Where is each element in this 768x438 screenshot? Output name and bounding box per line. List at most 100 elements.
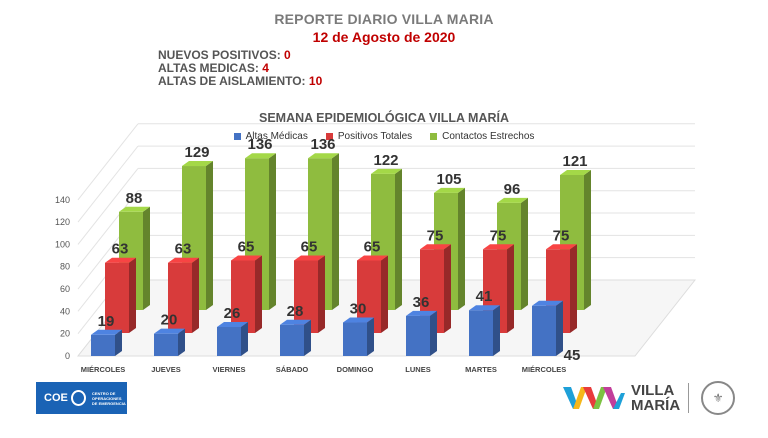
- bar-side-face: [458, 187, 465, 310]
- x-tick-label: SÁBADO: [276, 365, 309, 374]
- bar-top-face: [245, 153, 276, 159]
- bar-side-face: [129, 257, 136, 333]
- bar-top-face: [420, 244, 451, 250]
- report-date: 12 de Agosto de 2020: [312, 29, 456, 45]
- stat-new-positives: NUEVOS POSITIVOS: 0: [158, 48, 291, 62]
- y-tick-label: 100: [55, 239, 70, 249]
- data-label: 63: [175, 241, 192, 258]
- data-label: 96: [504, 181, 521, 198]
- bar-side-face: [192, 257, 199, 333]
- report-title: REPORTE DIARIO VILLA MARIA: [274, 11, 494, 27]
- data-label: 45: [564, 347, 581, 364]
- bar-top-face: [560, 169, 591, 175]
- legend-item-contactos: Contactos Estrechos: [430, 131, 534, 142]
- bar-side-face: [178, 328, 185, 356]
- y-tick-label: 20: [60, 329, 70, 339]
- bar-top-face: [546, 244, 577, 250]
- data-label: 20: [161, 312, 178, 329]
- bar-front-face: [343, 322, 367, 356]
- bar-top-face: [406, 310, 437, 316]
- x-tick-label: MARTES: [465, 365, 497, 374]
- bar-altas-m-dicas-3: [280, 319, 311, 356]
- bar-top-face: [483, 244, 514, 250]
- bar-side-face: [115, 329, 122, 356]
- data-label: 75: [427, 227, 444, 244]
- bar-top-face: [371, 168, 402, 174]
- coe-ring-icon: [70, 390, 86, 406]
- bar-top-face: [119, 206, 150, 212]
- bar-top-face: [343, 317, 374, 323]
- bar-positivos-totales-0: [105, 257, 136, 333]
- legend-item-positivos: Positivos Totales: [325, 131, 412, 142]
- data-label: 26: [224, 305, 241, 322]
- x-tick-label: VIERNES: [213, 365, 246, 374]
- bar-front-face: [91, 334, 115, 356]
- bar-front-face: [105, 262, 129, 333]
- bar-top-face: [434, 187, 465, 193]
- gridline-side: [77, 123, 139, 201]
- stat-medical-discharges: ALTAS MEDICAS: 4: [158, 61, 269, 75]
- data-label: 136: [247, 136, 272, 153]
- gridline-side: [77, 168, 139, 245]
- data-label: 136: [310, 136, 335, 153]
- bar-side-face: [444, 244, 451, 333]
- bar-side-face: [332, 153, 339, 310]
- chart-legend: Altas Médicas Positivos Totales Contacto…: [0, 131, 768, 142]
- data-label: 28: [287, 303, 304, 320]
- legend-swatch-positivos: [325, 133, 333, 140]
- bar-top-face: [294, 255, 325, 261]
- bar-side-face: [318, 255, 325, 333]
- bar-top-face: [231, 255, 262, 261]
- stat-isolation-discharges: ALTAS DE AISLAMIENTO: 10: [158, 74, 323, 88]
- bar-side-face: [430, 310, 437, 356]
- vm-brand-icon: [563, 387, 625, 409]
- bar-front-face: [532, 305, 556, 356]
- data-label: 65: [238, 238, 255, 255]
- bar-altas-m-dicas-6: [469, 305, 500, 356]
- logo-divider: [688, 383, 690, 413]
- coe-logo: COE CENTRO DE OPERACIONES DE EMERGENCIA: [36, 382, 127, 414]
- data-label: 88: [126, 190, 143, 207]
- bar-side-face: [241, 321, 248, 356]
- data-label: 121: [562, 153, 587, 170]
- data-label: 122: [373, 152, 398, 169]
- bar-front-face: [154, 333, 178, 356]
- bar-top-face: [182, 161, 213, 167]
- data-label: 41: [476, 288, 493, 305]
- bar-altas-m-dicas-4: [343, 317, 374, 356]
- x-tick-label: DOMINGO: [337, 365, 374, 374]
- bar-front-face: [168, 262, 192, 333]
- bar-side-face: [395, 168, 402, 310]
- bar-top-face: [532, 300, 563, 306]
- bar-positivos-totales-7: [546, 244, 577, 333]
- bar-side-face: [493, 305, 500, 356]
- villa-maria-logo: VILLA MARÍA ⚜: [563, 378, 736, 418]
- bar-front-face: [406, 315, 430, 356]
- bar-side-face: [304, 319, 311, 356]
- y-tick-label: 120: [55, 217, 70, 227]
- bar-top-face: [217, 321, 248, 327]
- bar-side-face: [255, 255, 262, 333]
- data-label: 19: [98, 313, 115, 330]
- legend-swatch-contactos: [430, 133, 438, 140]
- bar-front-face: [217, 326, 241, 356]
- bar-top-face: [497, 197, 528, 203]
- bar-top-face: [91, 329, 122, 335]
- bar-side-face: [507, 244, 514, 333]
- bar-front-face: [280, 324, 304, 356]
- data-label: 36: [413, 294, 430, 311]
- gridline-side: [77, 145, 139, 223]
- legend-swatch-altas: [233, 133, 241, 140]
- bar-side-face: [143, 206, 150, 310]
- data-label: 129: [184, 144, 209, 161]
- data-label: 65: [301, 238, 318, 255]
- chart-title: SEMANA EPIDEMIOLÓGICA VILLA MARÍA: [259, 111, 509, 125]
- y-tick-label: 80: [60, 262, 70, 272]
- data-label: 63: [112, 241, 129, 258]
- bar-side-face: [556, 300, 563, 356]
- bar-altas-m-dicas-5: [406, 310, 437, 356]
- bar-top-face: [280, 319, 311, 325]
- data-label: 75: [490, 227, 507, 244]
- y-tick-label: 0: [65, 351, 70, 361]
- bar-top-face: [154, 328, 185, 334]
